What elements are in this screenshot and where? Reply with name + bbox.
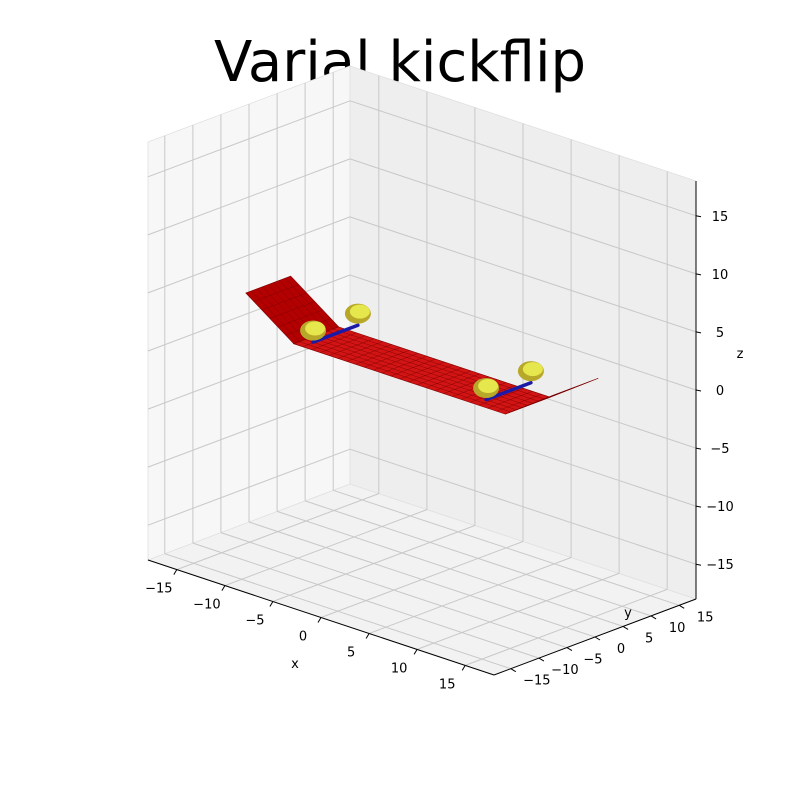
y-tick-mark xyxy=(623,626,628,629)
x-tick-label: 5 xyxy=(347,646,355,661)
z-tick-label: −15 xyxy=(706,558,733,573)
z-tick-mark xyxy=(696,506,701,507)
y-tick-label: −5 xyxy=(583,653,602,668)
x-tick-mark xyxy=(366,634,369,639)
y-tick-mark xyxy=(679,605,684,608)
z-tick-mark xyxy=(696,390,701,391)
x-tick-label: −15 xyxy=(145,582,172,597)
x-tick-label: −5 xyxy=(245,614,264,629)
z-tick-label: 10 xyxy=(712,268,729,283)
x-tick-mark xyxy=(174,570,177,575)
z-tick-label: 5 xyxy=(716,326,724,341)
z-tick-label: 0 xyxy=(716,384,724,399)
y-tick-label: 5 xyxy=(645,631,653,646)
x-tick-mark xyxy=(222,586,225,591)
x-tick-label: −10 xyxy=(193,598,220,613)
wheel-highlight xyxy=(523,362,543,376)
z-tick-label: −5 xyxy=(710,442,729,457)
wheel-highlight xyxy=(350,305,370,319)
y-tick-label: 10 xyxy=(669,621,686,636)
y-tick-label: 15 xyxy=(697,610,714,625)
x-tick-label: 10 xyxy=(391,661,408,676)
wheel-highlight xyxy=(478,379,498,393)
z-axis-label: z xyxy=(737,347,744,362)
z-tick-label: 15 xyxy=(712,210,729,225)
wheel-highlight xyxy=(305,322,325,336)
y-tick-mark xyxy=(567,648,572,651)
z-tick-mark xyxy=(696,332,701,333)
x-tick-label: 15 xyxy=(439,677,456,692)
y-tick-mark xyxy=(595,637,600,640)
x-tick-mark xyxy=(270,602,273,607)
z-tick-mark xyxy=(696,564,701,565)
y-tick-mark xyxy=(539,658,544,661)
z-tick-mark xyxy=(696,448,701,449)
y-tick-label: −10 xyxy=(551,663,578,678)
x-tick-label: 0 xyxy=(299,630,307,645)
x-axis-label: x xyxy=(291,657,299,672)
y-axis-label: y xyxy=(624,606,632,621)
x-tick-mark xyxy=(414,649,417,654)
y-tick-label: 0 xyxy=(617,642,625,657)
z-tick-mark xyxy=(696,216,701,217)
y-tick-mark xyxy=(651,616,656,619)
y-tick-mark xyxy=(511,669,516,672)
y-tick-label: −15 xyxy=(523,674,550,689)
z-tick-label: −10 xyxy=(706,500,733,515)
x-tick-mark xyxy=(462,665,465,670)
x-tick-mark xyxy=(318,618,321,623)
z-tick-mark xyxy=(696,274,701,275)
